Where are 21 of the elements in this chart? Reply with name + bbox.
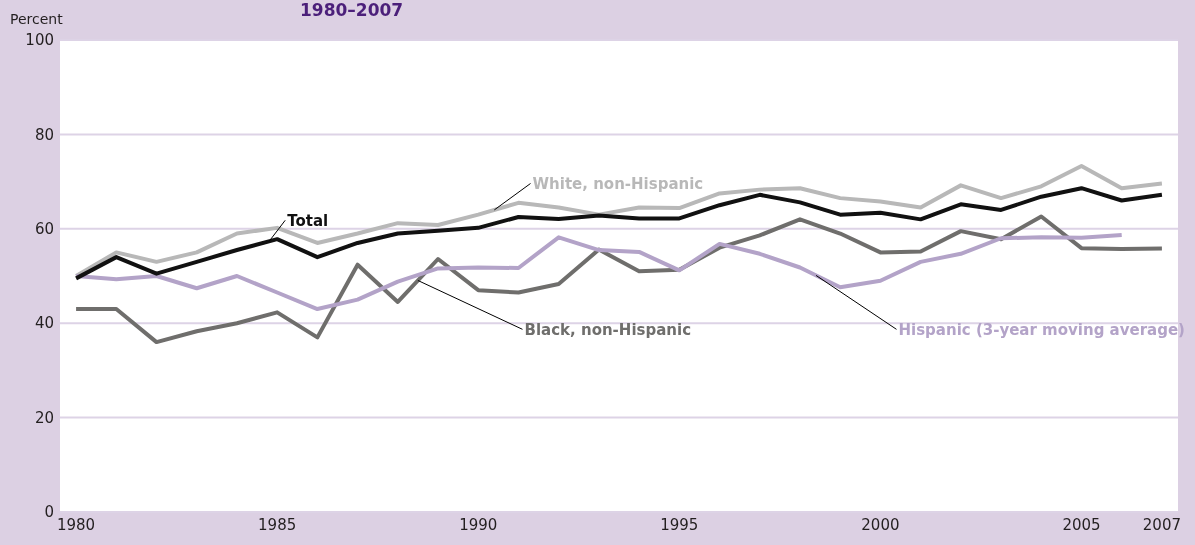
y-tick-label: 20: [34, 408, 54, 427]
series-label: Total: [287, 211, 329, 230]
series-label: White, non-Hispanic: [532, 174, 704, 193]
chart-title: 1980–2007: [300, 0, 404, 20]
series-label: Black, non-Hispanic: [524, 320, 692, 339]
text: Hispanic (3-year moving average): [898, 320, 1185, 339]
y-axis-title: Percent: [10, 11, 64, 27]
y-tick-label: 60: [34, 220, 54, 239]
x-tick-label: 1990: [459, 516, 498, 534]
x-tick-label: 2005: [1062, 516, 1101, 534]
line-series: [74, 164, 1164, 278]
line-series: [74, 232, 1124, 312]
x-tick-label: 1995: [660, 516, 699, 534]
x-tick-label: 2000: [861, 516, 900, 534]
y-tick-label: 80: [34, 125, 54, 144]
y-tick-label: 100: [25, 31, 54, 50]
x-tick-label: 1980: [56, 516, 96, 534]
y-tick-label: 40: [34, 314, 54, 333]
x-tick-label: 1985: [258, 516, 297, 534]
x-tick-label: 2007: [1142, 516, 1182, 534]
y-tick-label: 0: [44, 503, 54, 522]
